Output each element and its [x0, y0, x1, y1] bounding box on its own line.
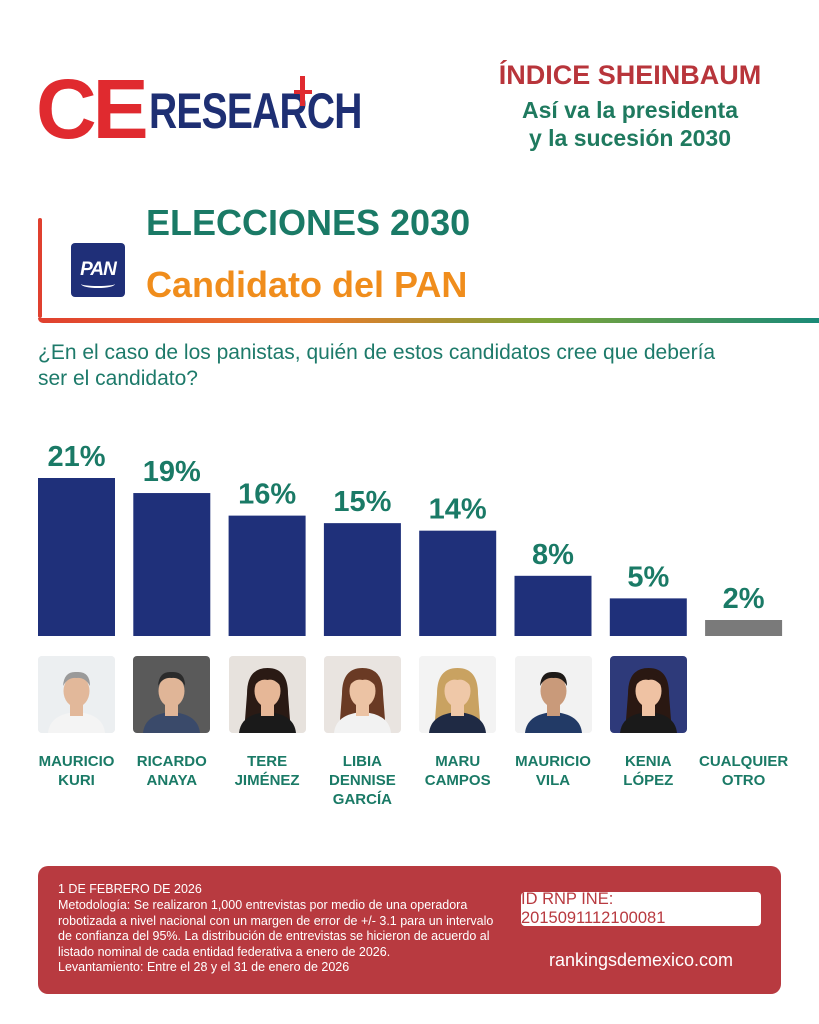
portrait-woman-dark-hair-icon	[228, 656, 306, 733]
candidate-name-line: KURI	[58, 772, 95, 789]
bar-value-label: 19%	[143, 456, 201, 488]
candidate-name-line: CUALQUIER	[699, 753, 789, 770]
rnp-id-badge: ID RNP INE: 2015091112100081	[521, 890, 761, 927]
logo-accent-mark	[294, 90, 312, 94]
index-subtitle-line-1: Así va la presidenta	[521, 97, 739, 123]
candidate-name-line: CAMPOS	[424, 772, 491, 789]
bar-value-label: 21%	[47, 441, 105, 473]
pan-logo-text: PAN	[80, 259, 117, 280]
website-link[interactable]: rankingsdemexico.com	[548, 950, 734, 970]
portrait-man-suit-icon	[514, 656, 592, 733]
bar-2	[133, 493, 211, 636]
bar-value-label: 2%	[723, 583, 765, 615]
candidate-name: TERE JIMÉNEZ	[221, 752, 313, 790]
portrait-woman-brown-hair-icon	[323, 656, 401, 733]
candidate-name-line: MAURICIO	[515, 753, 591, 770]
survey-question: ¿En el caso de los panistas, quién de es…	[38, 341, 716, 390]
bar-value-label: 8%	[532, 539, 574, 571]
candidate-name-line: KENIA	[624, 753, 672, 770]
candidate-photo	[38, 656, 115, 733]
candidate-name-line: MARU	[435, 753, 481, 770]
candidate-name: MAURICIO KURI	[31, 752, 123, 790]
candidate-photo	[609, 656, 687, 733]
section-subtitle: Candidato del PAN	[146, 264, 468, 305]
bar-value-label: 16%	[238, 479, 296, 511]
footer-date: 1 DE FEBRERO DE 2026	[58, 882, 202, 896]
candidate-name: LIBIA DENNISE GARCÍA	[316, 752, 408, 809]
candidate-photo	[514, 656, 592, 733]
bar-value-label: 15%	[333, 486, 391, 518]
portrait-woman-blonde-hair-icon	[419, 656, 497, 733]
frame-gradient-line	[38, 318, 819, 323]
candidate-name-line: GARCÍA	[332, 791, 392, 808]
bar-1	[38, 478, 115, 636]
ce-research-logo: CE RESEARCH	[36, 62, 421, 156]
candidate-name-line: LÓPEZ	[623, 772, 674, 789]
bar-value-label: 14%	[429, 494, 487, 526]
methodology-text: Metodología: Se realizaron 1,000 entrevi…	[58, 898, 494, 959]
candidate-name: KENIA LÓPEZ	[602, 752, 694, 790]
candidate-name: MARU CAMPOS	[412, 752, 504, 790]
pan-party-logo: PAN	[71, 243, 125, 297]
methodology-footer: 1 DE FEBRERO DE 2026 Metodología: Se rea…	[38, 866, 781, 994]
candidate-name-line: LIBIA	[342, 753, 382, 770]
bar-4	[323, 523, 401, 636]
portrait-woman-long-dark-hair-icon	[609, 656, 687, 733]
index-subtitle-line-2: y la sucesión 2030	[528, 125, 731, 151]
candidate-photo	[323, 656, 401, 733]
bar-chart: 21% 19% 16% 15% 14% 8% 5% 2%	[38, 441, 783, 636]
candidate-name: MAURICIO VILA	[507, 752, 599, 790]
bar-value-label: 5%	[627, 561, 669, 593]
fieldwork-text: Levantamiento: Entre el 28 y el 31 de en…	[58, 960, 350, 974]
candidate-photo	[133, 656, 211, 733]
logo-ce-text: CE	[36, 62, 149, 156]
section-frame	[38, 218, 819, 324]
candidate-name: CUALQUIER OTRO	[698, 752, 790, 790]
candidate-name-line: VILA	[535, 772, 571, 789]
footer-methodology: Metodología: Se realizaron 1,000 entrevi…	[58, 898, 503, 976]
candidate-name-line: DENNISE	[329, 772, 396, 789]
bar-5	[419, 530, 497, 636]
index-subtitle: Así va la presidenta y la sucesión 2030	[452, 96, 808, 152]
bar-3	[228, 515, 306, 636]
bar-7	[609, 598, 687, 636]
portrait-man-dark-hair-icon	[133, 656, 211, 733]
frame-left-line	[38, 218, 42, 318]
bar-6	[514, 575, 592, 636]
candidate-name-line: JIMÉNEZ	[234, 772, 300, 789]
pan-swoosh-icon	[81, 280, 115, 288]
section-title: ELECCIONES 2030	[146, 202, 471, 243]
logo-research-text: RESEARCH	[148, 83, 362, 139]
candidate-name-line: OTRO	[721, 772, 766, 789]
portrait-man-gray-hair-icon	[38, 656, 115, 733]
candidate-photo	[419, 656, 497, 733]
bar-8	[705, 620, 783, 636]
candidate-name-line: MAURICIO	[38, 753, 115, 770]
index-title: ÍNDICE SHEINBAUM	[498, 60, 762, 90]
candidate-name-line: RICARDO	[136, 753, 207, 770]
candidate-name-line: TERE	[247, 753, 288, 770]
candidate-photo	[228, 656, 306, 733]
candidate-name-line: ANAYA	[146, 772, 198, 789]
candidate-name: RICARDO ANAYA	[126, 752, 218, 790]
